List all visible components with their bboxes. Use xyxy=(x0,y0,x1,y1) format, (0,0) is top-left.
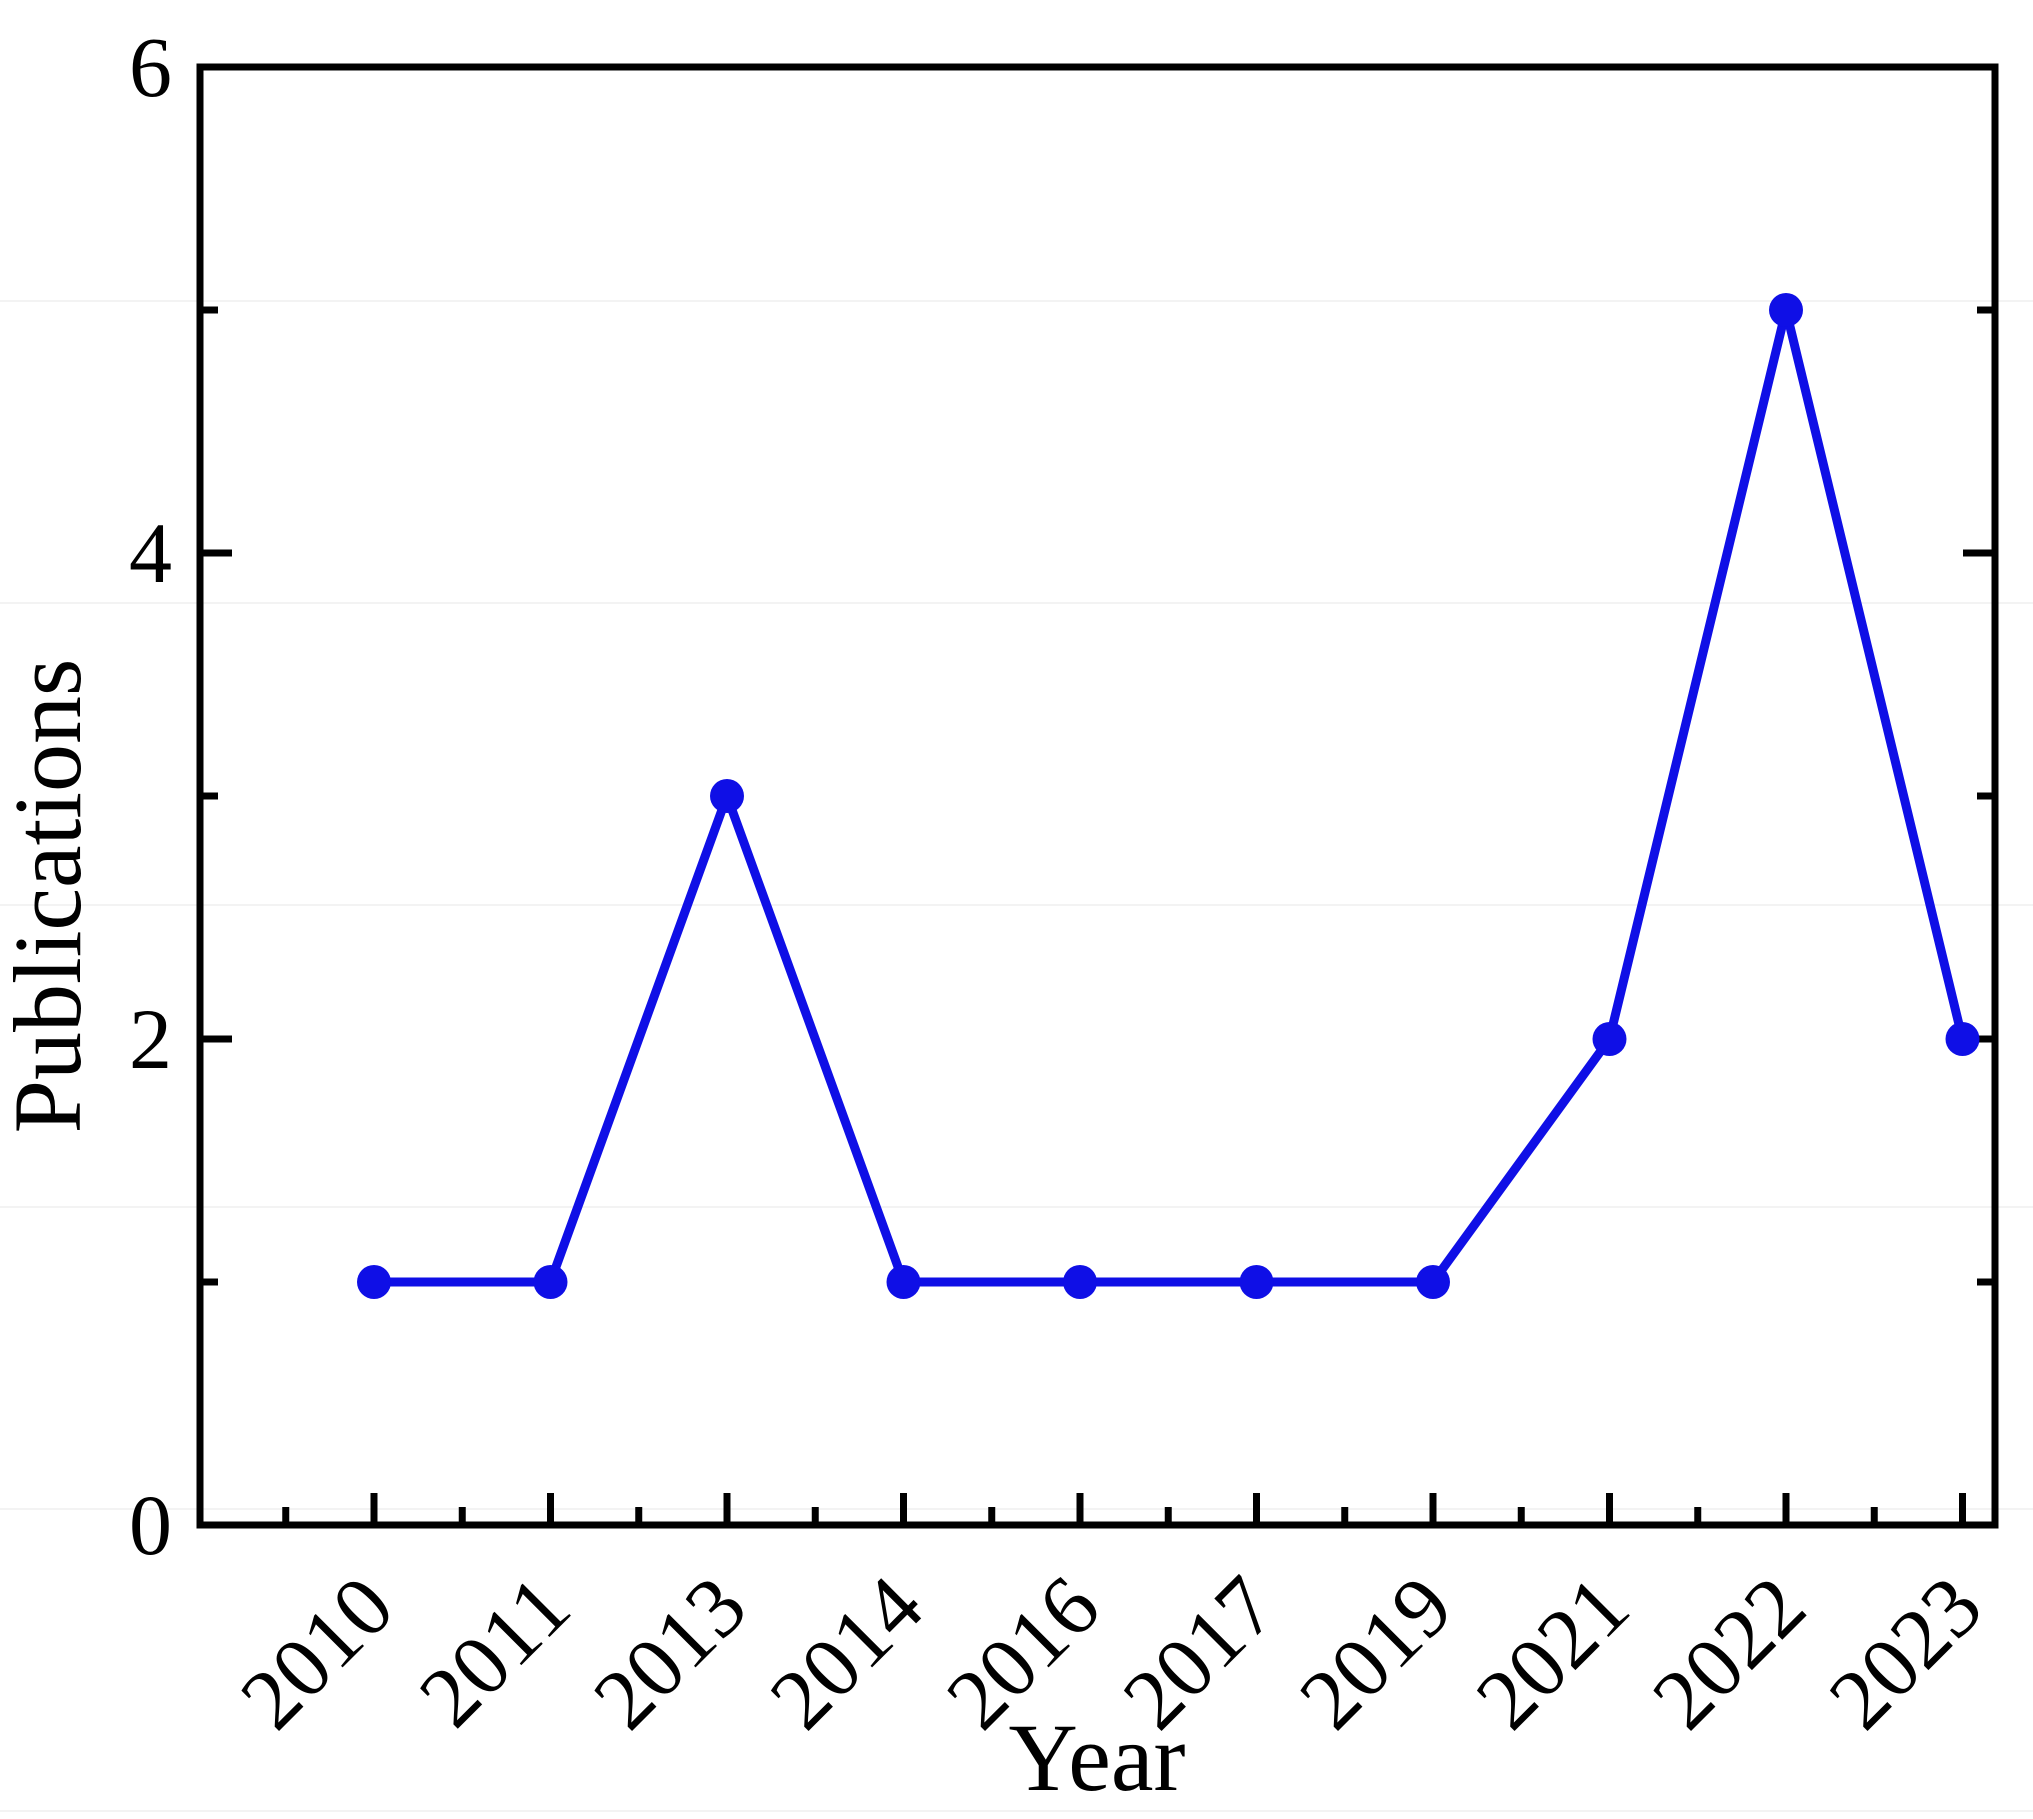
y-axis-ticks xyxy=(200,63,1995,1529)
x-tick-label: 2014 xyxy=(751,1558,941,1748)
x-tick-label: 2013 xyxy=(575,1558,765,1748)
y-axis-tick-labels: 0 2 4 6 xyxy=(129,19,172,1573)
data-point xyxy=(1063,1265,1097,1299)
data-points xyxy=(357,293,1980,1299)
data-point xyxy=(1592,1022,1627,1056)
data-point xyxy=(1945,1022,1980,1056)
x-axis-title: Year xyxy=(1009,1704,1186,1811)
x-tick-label: 2021 xyxy=(1457,1558,1647,1748)
data-point xyxy=(1239,1265,1274,1299)
y-tick-label: 4 xyxy=(129,505,172,601)
data-line xyxy=(369,305,1967,1287)
data-point xyxy=(886,1265,921,1299)
data-point xyxy=(1416,1265,1450,1299)
data-point xyxy=(533,1265,568,1299)
y-tick-label: 2 xyxy=(129,991,172,1087)
y-axis-title: Publications xyxy=(0,659,101,1134)
y-tick-label: 6 xyxy=(129,19,172,115)
y-tick-label: 0 xyxy=(129,1477,172,1573)
x-axis-ticks xyxy=(282,1493,1966,1525)
x-tick-label: 2023 xyxy=(1810,1558,2000,1748)
data-point xyxy=(710,779,744,813)
data-point xyxy=(357,1265,391,1299)
data-point xyxy=(1769,293,1803,327)
axes-border xyxy=(196,63,1999,1529)
x-tick-label: 2010 xyxy=(222,1558,412,1748)
plot-area: 0246201020112013201420162017201920212022… xyxy=(129,19,2000,1747)
x-tick-label: 2019 xyxy=(1281,1558,1471,1748)
x-tick-label: 2022 xyxy=(1634,1558,1824,1748)
x-tick-label: 2011 xyxy=(401,1558,588,1745)
